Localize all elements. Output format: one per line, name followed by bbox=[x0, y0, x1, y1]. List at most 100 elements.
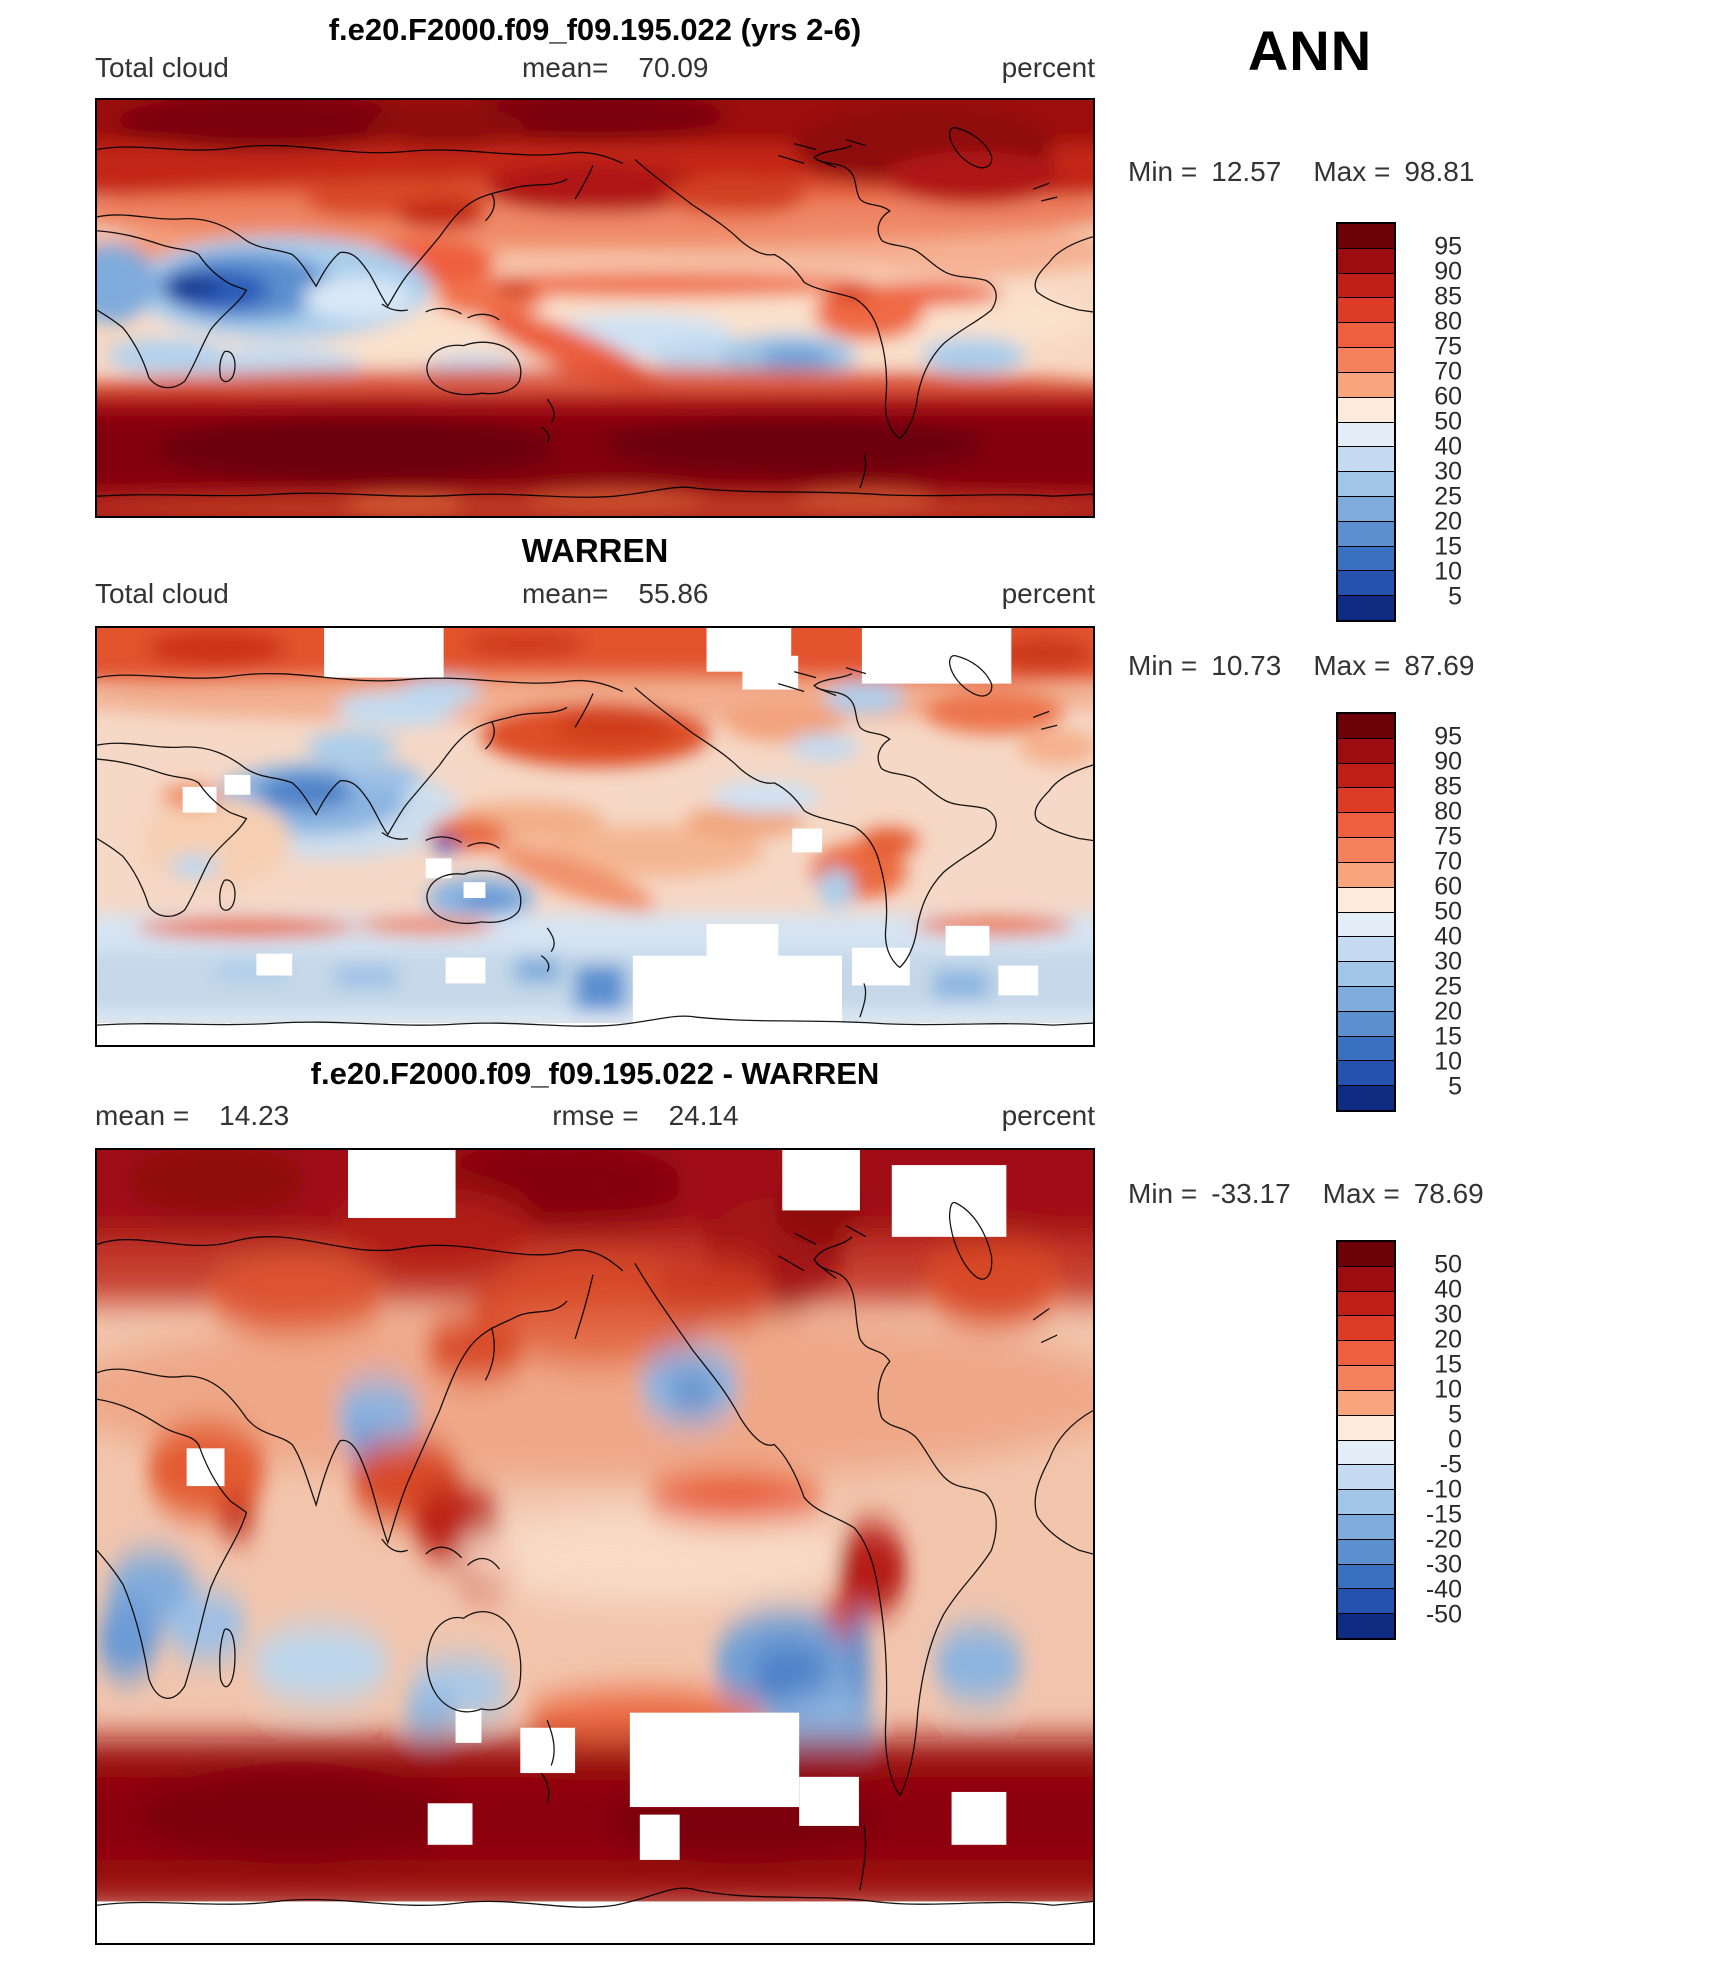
mean-label: mean = bbox=[95, 1100, 190, 1131]
colorbar-segment bbox=[1338, 471, 1394, 496]
panel1-stats-row: Total cloud mean= 70.09 percent bbox=[95, 52, 1095, 84]
colorbar-diff: 50 40 30 20 15 10 5 0 -5 -10 -15 -20 -30 -40 -50 bbox=[1336, 1240, 1506, 1640]
colorbar-tick-label: 50 bbox=[1434, 407, 1462, 436]
colorbar-tick-label: 20 bbox=[1434, 997, 1462, 1026]
colorbar-segment bbox=[1338, 985, 1394, 1011]
panel3-units-label: percent bbox=[1001, 1100, 1095, 1131]
colorbar-tick-label: 10 bbox=[1434, 1375, 1462, 1404]
colorbar-tick-label: 80 bbox=[1434, 307, 1462, 336]
missing-data-blocks bbox=[97, 628, 1093, 1045]
colorbar-tick-label: 95 bbox=[1434, 722, 1462, 751]
mean-label: mean= bbox=[521, 578, 609, 609]
max-value: 87.69 bbox=[1404, 650, 1475, 681]
colorbar-segment bbox=[1338, 396, 1394, 422]
colorbar-segment bbox=[1338, 1035, 1394, 1061]
min-label: Min = bbox=[1128, 1178, 1198, 1209]
colorbar-segment bbox=[1338, 1389, 1394, 1415]
min-value: -33.17 bbox=[1211, 1178, 1291, 1209]
colorbar-segment bbox=[1338, 570, 1394, 596]
colorbar-tick-label: 40 bbox=[1434, 1275, 1462, 1304]
colorbar-tick-label: -40 bbox=[1425, 1575, 1462, 1604]
max-label: Max = bbox=[1322, 1178, 1400, 1209]
colorbar-segment bbox=[1338, 936, 1394, 962]
panel2-units-label: percent bbox=[1001, 578, 1095, 609]
colorbar-tick-label: 60 bbox=[1434, 872, 1462, 901]
colorbar-swatches bbox=[1336, 222, 1396, 622]
colorbar-segment bbox=[1338, 495, 1394, 521]
colorbar-tick-label: -30 bbox=[1425, 1550, 1462, 1579]
colorbar-tick-label: 0 bbox=[1448, 1425, 1462, 1454]
colorbar-segment bbox=[1338, 1513, 1394, 1539]
max-label: Max = bbox=[1313, 156, 1391, 187]
colorbar-segment bbox=[1338, 322, 1394, 348]
max-label: Max = bbox=[1313, 650, 1391, 681]
min-value: 10.73 bbox=[1211, 650, 1282, 681]
colorbar-segment bbox=[1338, 861, 1394, 887]
colorbar-tick-label: 5 bbox=[1448, 1072, 1462, 1101]
colorbar-tick-label: 20 bbox=[1434, 507, 1462, 536]
colorbar-segment bbox=[1338, 297, 1394, 323]
colorbar-segment bbox=[1338, 1538, 1394, 1564]
map-model-total-cloud bbox=[95, 98, 1095, 518]
colorbar-segment bbox=[1338, 1265, 1394, 1291]
colorbar-segment bbox=[1338, 1464, 1394, 1490]
rmse-value: 24.14 bbox=[668, 1100, 739, 1131]
colorbar-segment bbox=[1338, 347, 1394, 372]
colorbar-segment bbox=[1338, 1315, 1394, 1341]
panel1-mean: mean= 70.09 bbox=[522, 52, 708, 84]
colorbar-segment bbox=[1338, 446, 1394, 472]
panel2-mean: mean= 55.86 bbox=[522, 578, 708, 610]
panel2-field-label: Total cloud bbox=[95, 578, 229, 609]
colorbar-tick-label: 5 bbox=[1448, 582, 1462, 611]
colorbar-tick-label: -15 bbox=[1425, 1500, 1462, 1529]
colorbar-segment bbox=[1338, 272, 1394, 298]
colorbar-tick-label: 30 bbox=[1434, 457, 1462, 486]
colorbar-tick-label: 15 bbox=[1434, 532, 1462, 561]
colorbar-tick-label: 30 bbox=[1434, 947, 1462, 976]
panel3-minmax: Min = -33.17 Max = 78.69 bbox=[1128, 1178, 1484, 1210]
colorbar-swatches bbox=[1336, 712, 1396, 1112]
season-label: ANN bbox=[1247, 19, 1373, 82]
colorbar-ticks: 95 90 85 80 75 70 60 50 40 30 25 20 15 10 5 bbox=[1406, 712, 1502, 1112]
colorbar-tick-label: 40 bbox=[1434, 432, 1462, 461]
colorbar-tick-label: 10 bbox=[1434, 1047, 1462, 1076]
map-obs-total-cloud bbox=[95, 626, 1095, 1047]
colorbar-segment bbox=[1338, 762, 1394, 788]
colorbar-segment bbox=[1338, 1439, 1394, 1465]
colorbar-tick-label: 30 bbox=[1434, 1300, 1462, 1329]
colorbar-tick-label: 15 bbox=[1434, 1350, 1462, 1379]
colorbar-tick-label: 95 bbox=[1434, 232, 1462, 261]
colorbar-segment bbox=[1338, 1588, 1394, 1614]
contour-field bbox=[97, 100, 1093, 516]
colorbar-tick-label: 25 bbox=[1434, 972, 1462, 1001]
map-model-render bbox=[97, 100, 1093, 516]
colorbar-tick-label: 50 bbox=[1434, 1250, 1462, 1279]
colorbar-segment bbox=[1338, 1414, 1394, 1440]
colorbar-segment bbox=[1338, 520, 1394, 546]
min-label: Min = bbox=[1128, 156, 1198, 187]
colorbar-tick-label: 40 bbox=[1434, 922, 1462, 951]
max-value: 98.81 bbox=[1404, 156, 1475, 187]
colorbar-tick-label: 5 bbox=[1448, 1400, 1462, 1429]
colorbar-ticks: 50 40 30 20 15 10 5 0 -5 -10 -15 -20 -30 -40 -50 bbox=[1406, 1240, 1502, 1640]
contour-field bbox=[97, 1150, 1093, 1910]
colorbar-tick-label: -10 bbox=[1425, 1475, 1462, 1504]
colorbar-segment bbox=[1338, 1085, 1394, 1110]
colorbar-tick-label: 85 bbox=[1434, 282, 1462, 311]
rmse-label: rmse = bbox=[552, 1100, 639, 1131]
panel2-stats-row: Total cloud mean= 55.86 percent bbox=[95, 578, 1095, 610]
colorbar-tick-label: 70 bbox=[1434, 357, 1462, 386]
panel3-mean: mean = 14.23 bbox=[95, 1100, 289, 1132]
colorbar-segment bbox=[1338, 1010, 1394, 1036]
colorbar-tick-label: 70 bbox=[1434, 847, 1462, 876]
mean-value: 55.86 bbox=[638, 578, 709, 609]
colorbar-tick-label: 20 bbox=[1434, 1325, 1462, 1354]
panel3-title: f.e20.F2000.f09_f09.195.022 - WARREN bbox=[310, 1056, 880, 1091]
colorbar-tick-label: 80 bbox=[1434, 797, 1462, 826]
missing-data-blocks bbox=[97, 1150, 1093, 1943]
colorbar-segment bbox=[1338, 1613, 1394, 1638]
colorbar-tick-label: 25 bbox=[1434, 482, 1462, 511]
colorbar-segment bbox=[1338, 1060, 1394, 1086]
colorbar-segment bbox=[1338, 1365, 1394, 1390]
colorbar-segment bbox=[1338, 595, 1394, 620]
